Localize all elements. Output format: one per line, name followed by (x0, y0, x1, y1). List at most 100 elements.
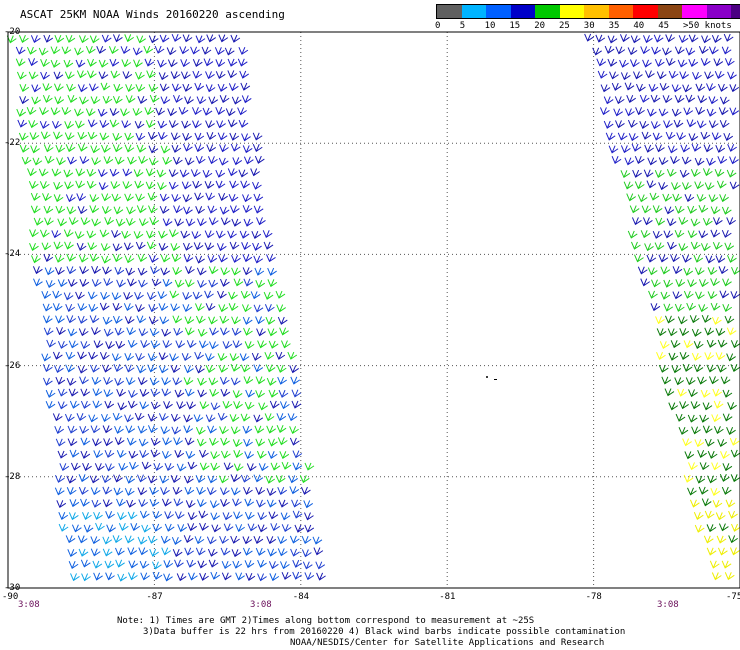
wind-barb (99, 229, 110, 238)
wind-barb (316, 572, 326, 581)
wind-barb (179, 46, 190, 55)
wind-barb (230, 34, 241, 43)
wind-barb (135, 71, 145, 80)
wind-barb (620, 170, 631, 179)
wind-barb (150, 266, 160, 275)
wind-barb (67, 425, 78, 434)
wind-barb (183, 377, 194, 386)
wind-barb (39, 107, 49, 116)
legend-swatch (657, 5, 682, 18)
wind-barb (218, 254, 228, 263)
wind-barb (147, 132, 158, 140)
wind-barb (202, 170, 213, 178)
wind-barb (179, 169, 190, 178)
wind-barb (57, 340, 68, 349)
wind-barb (592, 47, 602, 56)
wind-barb (637, 194, 648, 203)
wind-barb (205, 84, 216, 93)
wind-barb (125, 218, 136, 227)
wind-barb (50, 59, 61, 68)
wind-barb (714, 169, 725, 177)
wind-barb (61, 46, 72, 55)
wind-barb (654, 169, 665, 178)
wind-barb (690, 169, 701, 178)
wind-barb (674, 229, 685, 238)
wind-barb (722, 413, 733, 422)
wind-barb (240, 474, 251, 483)
wind-barb (209, 327, 219, 336)
wind-barb (652, 205, 663, 214)
wind-barb (275, 290, 286, 299)
wind-barb (288, 475, 299, 484)
wind-barb (168, 181, 179, 190)
wind-barb (80, 217, 91, 226)
wind-barb (209, 500, 220, 509)
wind-barb (42, 83, 53, 92)
wind-barb (152, 571, 163, 580)
wind-barb (713, 400, 724, 409)
wind-barb (708, 46, 719, 55)
wind-barb (57, 218, 68, 227)
wind-barb (662, 47, 672, 56)
wind-barb (222, 512, 233, 521)
wind-barb (243, 438, 253, 447)
wind-barb (138, 438, 149, 447)
wind-barb (150, 340, 161, 349)
wind-barb (219, 315, 230, 324)
wind-barb (730, 340, 740, 349)
wind-barb (184, 365, 194, 374)
wind-barb (708, 194, 719, 203)
wind-barb (83, 524, 94, 533)
wind-barb (185, 218, 196, 227)
wind-barb (604, 45, 615, 54)
wind-barb (196, 438, 207, 447)
wind-barb (230, 474, 241, 483)
wind-barb (674, 205, 685, 214)
wind-barb (87, 58, 97, 67)
wind-barb (668, 352, 679, 361)
wind-barb (130, 523, 141, 531)
wind-barb (698, 204, 709, 213)
wind-barb (152, 561, 162, 570)
wind-barb (195, 255, 205, 264)
wind-barb (729, 84, 740, 93)
wind-barb (16, 71, 27, 80)
wind-barb (139, 510, 150, 519)
wind-barb (139, 450, 149, 459)
wind-barb (122, 168, 133, 177)
wind-barb (218, 304, 229, 313)
wind-barb (707, 267, 718, 276)
wind-barb (172, 486, 183, 495)
wind-barb (696, 194, 707, 203)
wind-barb (125, 377, 136, 386)
wind-barb (256, 328, 266, 337)
wind-barb (634, 254, 644, 263)
wind-barb (145, 181, 156, 190)
wind-barb (44, 217, 54, 226)
wind-barb (231, 218, 242, 227)
x-tick-label: -84 (292, 592, 310, 602)
wind-barb (114, 267, 125, 275)
wind-barb (42, 94, 53, 103)
wind-barb (646, 180, 657, 189)
wind-barb (139, 389, 150, 397)
legend-swatch (486, 5, 511, 18)
wind-barb (17, 119, 28, 128)
wind-barb (265, 316, 276, 325)
wind-barb (161, 377, 171, 386)
wind-barb (205, 71, 215, 80)
wind-barb (66, 475, 77, 484)
wind-barb (279, 327, 289, 336)
wind-barb (88, 303, 99, 312)
wind-barb (137, 377, 148, 386)
wind-barb (67, 94, 78, 103)
wind-barb (104, 217, 114, 226)
wind-barb (101, 193, 111, 202)
wind-barb (207, 205, 218, 214)
wind-barb (667, 328, 678, 337)
wind-barb (182, 292, 192, 301)
wind-barb (257, 573, 267, 582)
wind-barb (253, 414, 264, 423)
wind-barb (217, 353, 228, 362)
wind-barb (292, 450, 303, 459)
